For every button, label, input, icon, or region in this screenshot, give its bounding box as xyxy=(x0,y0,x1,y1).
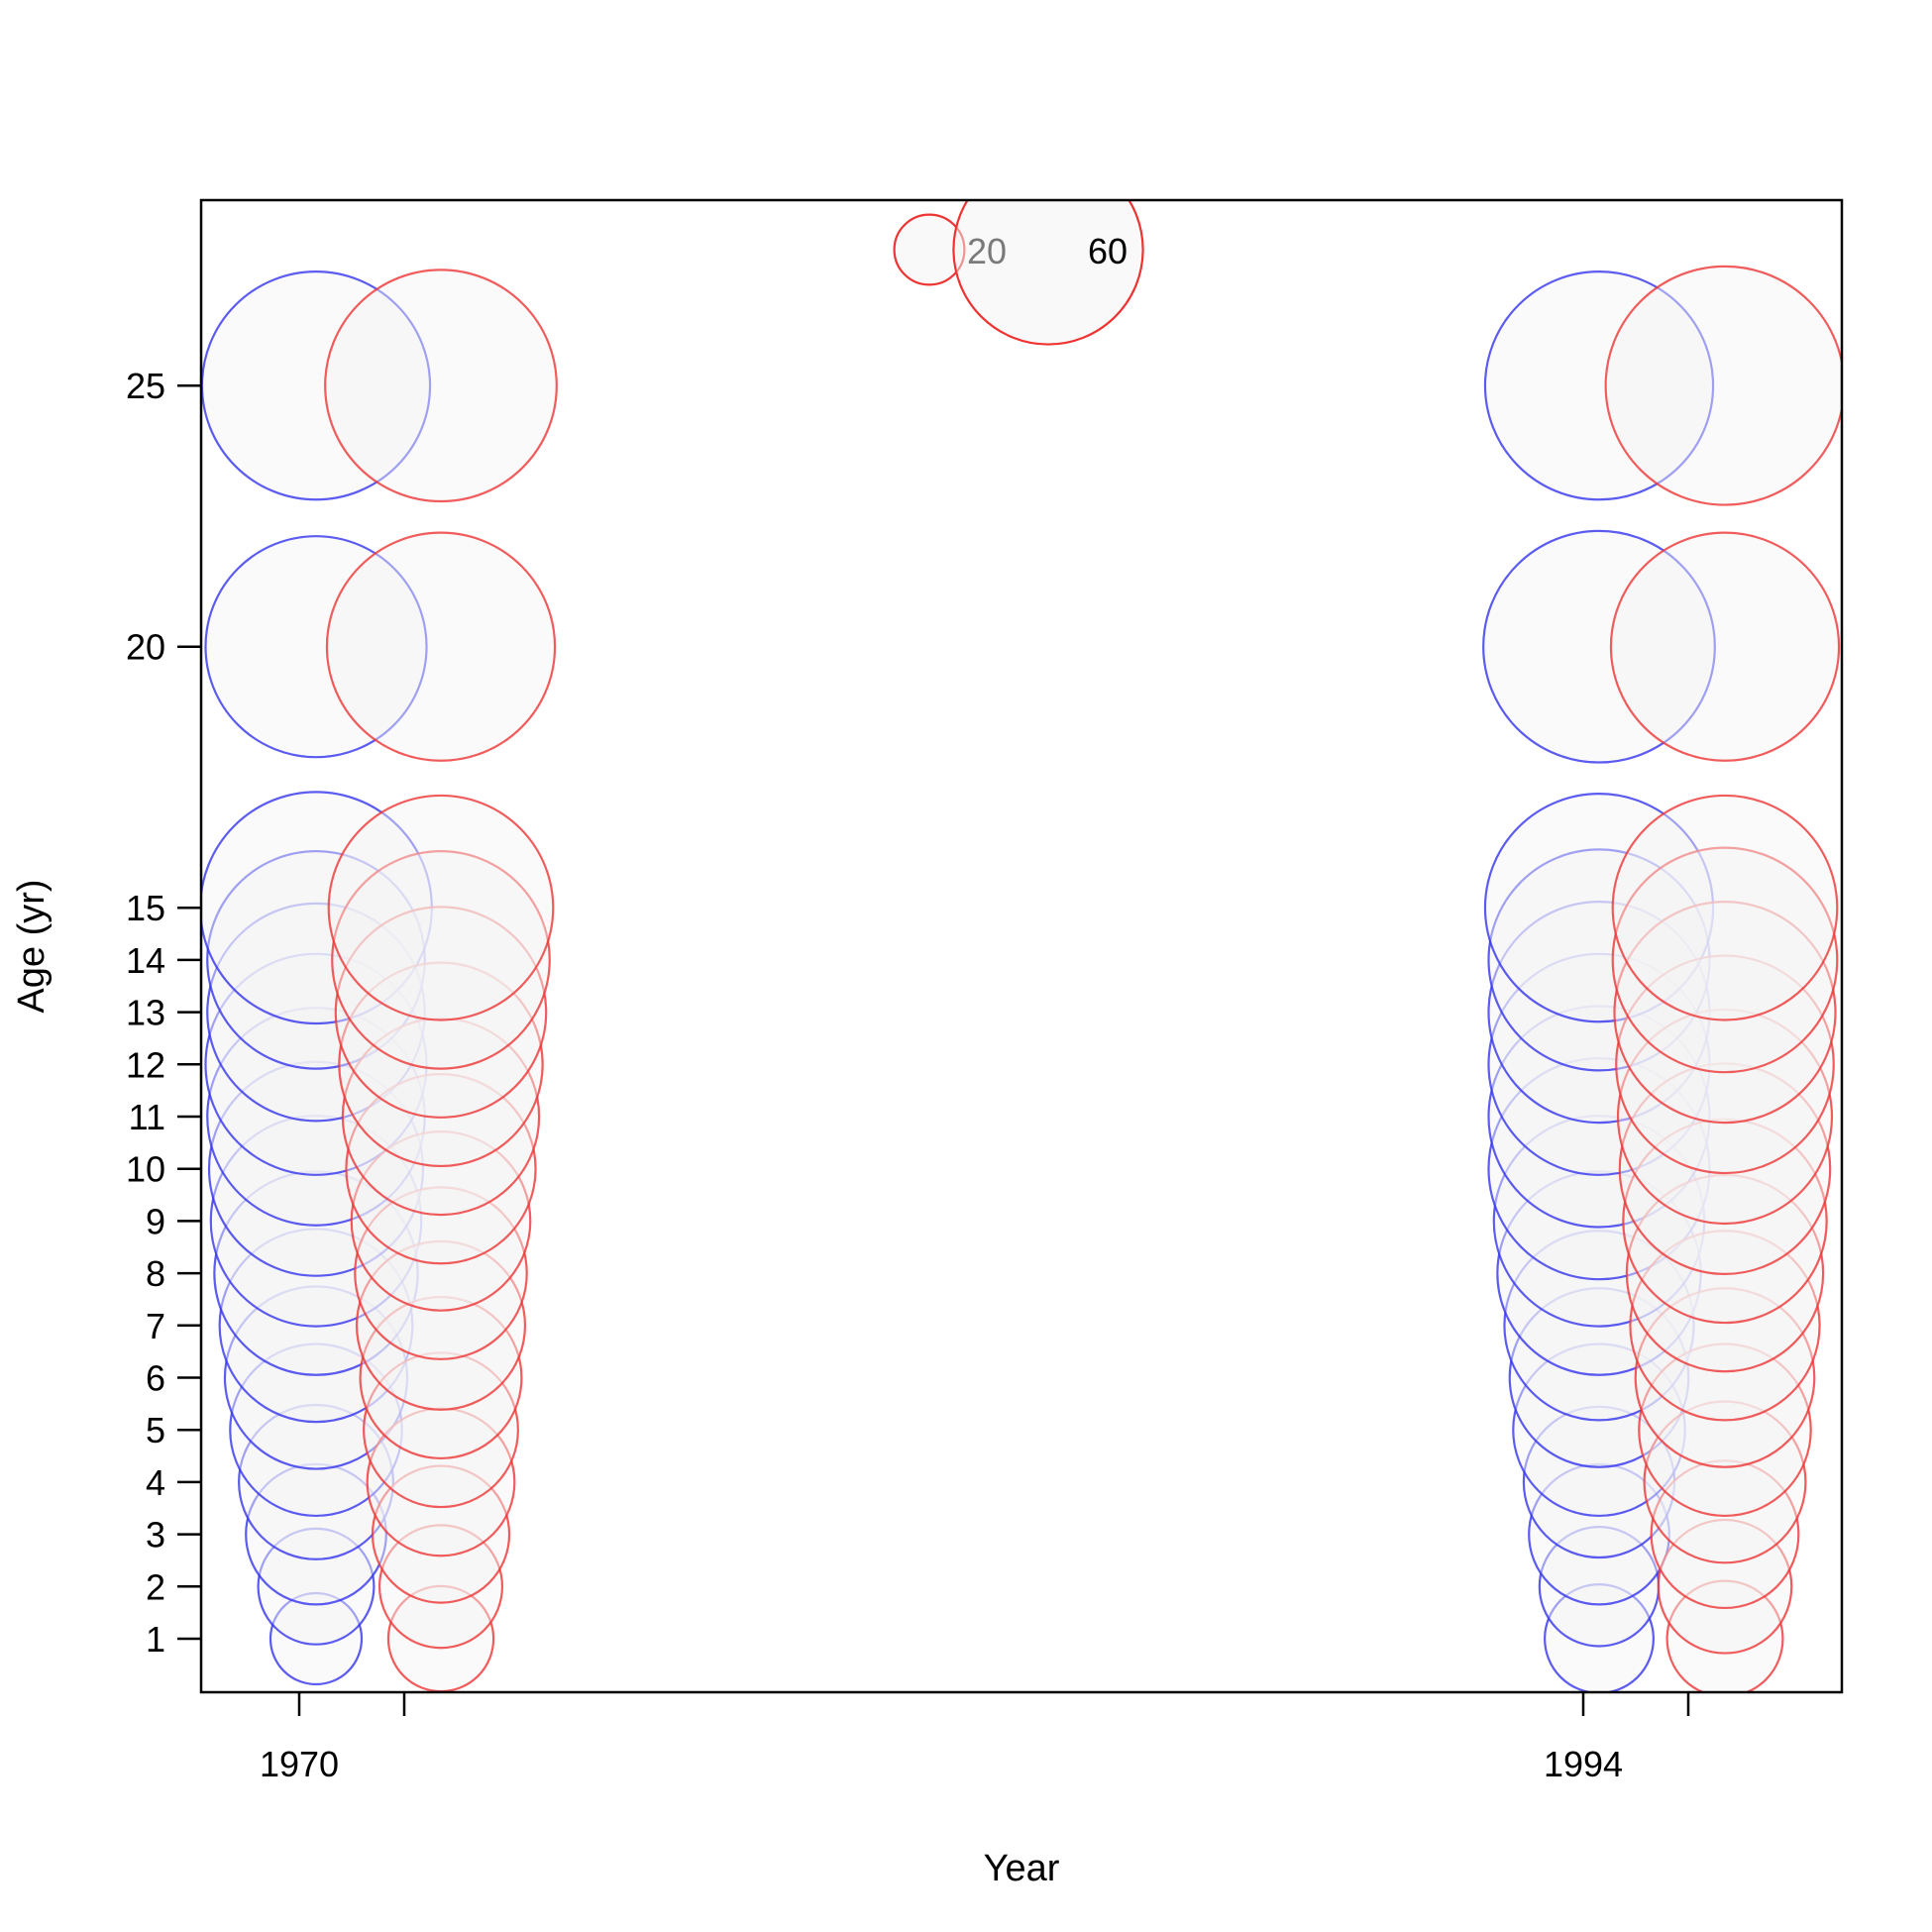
bubble-blue-age-1 xyxy=(268,1591,364,1686)
bubble-red-age-5 xyxy=(1638,1342,1812,1518)
bubble-red-age-14 xyxy=(331,850,551,1070)
bubble-blue-age-2 xyxy=(257,1527,376,1646)
y-tick-label-12: 12 xyxy=(126,1044,165,1085)
bubble-red-age-7 xyxy=(1629,1230,1821,1422)
bubble-blue-age-5 xyxy=(229,1342,403,1518)
bubble-blue-age-3 xyxy=(1528,1462,1670,1606)
y-tick-label-2: 2 xyxy=(146,1566,165,1607)
bubble-red-age-9 xyxy=(350,1130,532,1312)
bubble-blue-age-1 xyxy=(1544,1583,1655,1692)
x-axis: 1970 1994 xyxy=(260,1692,1690,1784)
bubble-red-age-6 xyxy=(1634,1287,1816,1468)
x-tick-label-1994: 1994 xyxy=(1544,1744,1623,1784)
bubble-red-age-1 xyxy=(1665,1579,1784,1692)
bubble-red-age-7 xyxy=(355,1239,527,1411)
y-tick-label-10: 10 xyxy=(126,1149,165,1190)
y-axis-title: Age (yr) xyxy=(11,879,53,1013)
bubble-red-age-20 xyxy=(1609,531,1841,762)
bubble-blue-age-15 xyxy=(1483,793,1715,1023)
bubble-blue-age-6 xyxy=(223,1285,409,1470)
x-axis-title: Year xyxy=(984,1848,1060,1889)
y-tick-label-3: 3 xyxy=(146,1515,165,1556)
y-tick-label-9: 9 xyxy=(146,1201,165,1241)
bubble-red-age-20 xyxy=(325,531,557,762)
y-tick-label-20: 20 xyxy=(126,627,165,668)
bubble-blue-age-20 xyxy=(204,535,428,759)
bubble-red-age-4 xyxy=(1643,1400,1807,1564)
bubble-blue-age-20 xyxy=(1482,529,1716,764)
bubble-blue-age-14 xyxy=(1487,848,1711,1072)
bubble-blue-age-13 xyxy=(206,902,426,1123)
y-tick-label-1: 1 xyxy=(146,1619,165,1660)
bubble-blue-age-8 xyxy=(1496,1170,1702,1376)
bubble-red-age-11 xyxy=(1616,1008,1834,1226)
bubble-blue-age-11 xyxy=(1487,1005,1711,1229)
y-tick-label-11: 11 xyxy=(129,1097,165,1137)
bubble-blue-age-3 xyxy=(245,1462,387,1606)
bubble-red-age-15 xyxy=(1611,794,1839,1021)
bubble-red-age-14 xyxy=(1611,846,1839,1074)
bubble-red-age-12 xyxy=(1615,954,1835,1175)
y-tick-label-14: 14 xyxy=(126,940,165,981)
y-tick-label-15: 15 xyxy=(126,888,165,928)
legend-label-60: 60 xyxy=(1088,231,1127,271)
bubble-red-age-25 xyxy=(1604,265,1842,506)
bubble-red-age-12 xyxy=(338,961,544,1168)
y-tick-label-6: 6 xyxy=(146,1358,165,1399)
legend-bubble-60 xyxy=(952,200,1144,346)
y-tick-label-13: 13 xyxy=(126,993,165,1033)
bubble-blue-age-5 xyxy=(1512,1342,1686,1518)
bubble-blue-age-10 xyxy=(207,1060,425,1277)
bubble-red-age-2 xyxy=(1657,1518,1793,1655)
bubble-blue-age-8 xyxy=(213,1170,419,1376)
bubble-red-age-3 xyxy=(1650,1459,1800,1610)
bubble-red-age-9 xyxy=(1622,1118,1828,1325)
bubble-red-age-15 xyxy=(327,794,555,1021)
bubble-blue-age-10 xyxy=(1487,1057,1711,1281)
bubble-red-age-5 xyxy=(363,1351,519,1509)
bubble-red-age-8 xyxy=(354,1186,528,1360)
bubble-red-age-2 xyxy=(377,1524,504,1650)
bubble-red-age-13 xyxy=(1613,900,1837,1125)
plot-frame xyxy=(199,198,1844,1694)
bubble-blue-age-6 xyxy=(1508,1287,1690,1468)
y-tick-label-8: 8 xyxy=(146,1253,165,1294)
bubble-red-age-25 xyxy=(324,268,558,503)
bubble-blue-age-14 xyxy=(206,850,426,1070)
bubble-red-age-6 xyxy=(359,1295,523,1460)
bubble-red-age-10 xyxy=(345,1073,537,1265)
y-tick-label-4: 4 xyxy=(146,1462,165,1503)
size-legend: 2060 xyxy=(893,200,1144,346)
bubbles-layer xyxy=(201,265,1842,1692)
bubble-red-age-13 xyxy=(334,906,548,1119)
bubble-red-age-10 xyxy=(1618,1062,1832,1275)
y-tick-label-5: 5 xyxy=(146,1410,165,1450)
x-tick-label-1970: 1970 xyxy=(260,1744,339,1784)
bubble-blue-age-25 xyxy=(1483,270,1715,501)
y-tick-label-25: 25 xyxy=(126,366,165,406)
bubble-blue-age-4 xyxy=(238,1403,394,1560)
bubble-blue-age-13 xyxy=(1487,900,1711,1125)
bubble-red-age-4 xyxy=(366,1407,516,1557)
y-tick-label-7: 7 xyxy=(146,1306,165,1346)
